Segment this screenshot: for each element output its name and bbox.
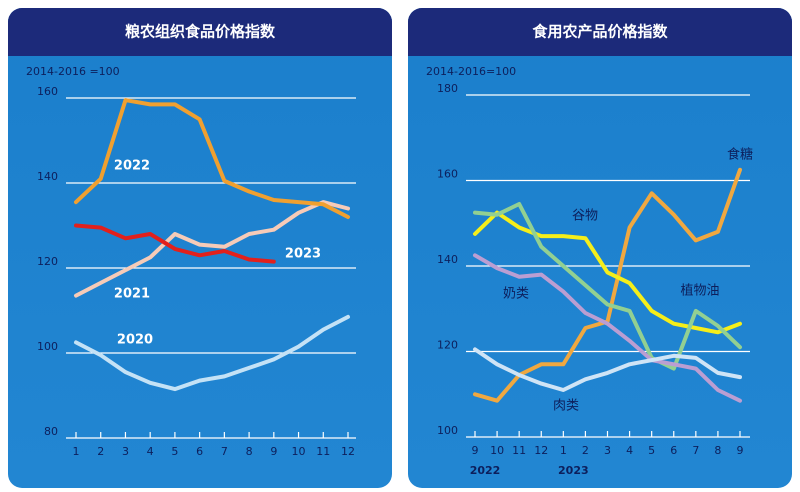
series-line xyxy=(74,200,350,298)
x-tick-label: 11 xyxy=(512,444,526,457)
chart-title: 粮农组织食品价格指数 xyxy=(125,23,276,41)
x-tick-label: 7 xyxy=(692,444,699,457)
x-tick-label: 3 xyxy=(604,444,611,457)
x-tick-label: 11 xyxy=(316,445,330,458)
x-group-label: 2022 xyxy=(470,464,501,477)
x-tick-label: 9 xyxy=(270,445,277,458)
series-line xyxy=(473,210,742,335)
y-tick-label: 100 xyxy=(437,424,458,437)
panel-header xyxy=(408,8,792,56)
series-line xyxy=(473,347,742,392)
x-tick-label: 9 xyxy=(472,444,479,457)
x-tick-label: 12 xyxy=(341,445,355,458)
note: 2014-2016=100 xyxy=(426,65,516,78)
panel-header xyxy=(8,8,392,56)
x-tick-label: 5 xyxy=(171,445,178,458)
x-tick-label: 5 xyxy=(648,444,655,457)
series-label: 2021 xyxy=(114,287,150,302)
series-label: 食糖 xyxy=(727,147,753,163)
panel-body xyxy=(8,8,392,488)
series-label: 肉类 xyxy=(553,399,579,414)
y-tick-label: 80 xyxy=(44,425,58,438)
x-group-label: 2023 xyxy=(558,464,589,477)
x-tick-label: 2 xyxy=(97,445,104,458)
series-label: 谷物 xyxy=(572,209,598,224)
y-tick-label: 160 xyxy=(437,168,458,181)
x-tick-label: 10 xyxy=(292,445,306,458)
series-label: 植物油 xyxy=(680,284,719,299)
series-line xyxy=(74,98,350,219)
chart-title: 食用农产品价格指数 xyxy=(532,23,668,41)
panel xyxy=(8,8,392,488)
y-tick-label: 180 xyxy=(437,82,458,95)
x-tick-label: 1 xyxy=(560,444,567,457)
series-label: 2020 xyxy=(117,333,153,348)
series-line xyxy=(473,202,742,371)
x-tick-label: 6 xyxy=(196,445,203,458)
x-tick-label: 9 xyxy=(737,444,744,457)
y-tick-label: 120 xyxy=(37,255,58,268)
y-tick-label: 120 xyxy=(437,339,458,352)
series-line xyxy=(74,223,276,264)
panel-body xyxy=(408,8,792,488)
x-tick-label: 4 xyxy=(626,444,633,457)
x-tick-label: 8 xyxy=(714,444,721,457)
x-tick-label: 7 xyxy=(221,445,228,458)
x-tick-label: 1 xyxy=(73,445,80,458)
series-label: 奶类 xyxy=(503,287,529,302)
x-tick-label: 6 xyxy=(670,444,677,457)
panel xyxy=(408,8,792,488)
series-label: 2022 xyxy=(114,159,150,174)
note: 2014-2016 =100 xyxy=(26,65,120,78)
x-tick-label: 8 xyxy=(246,445,253,458)
y-tick-label: 140 xyxy=(437,253,458,266)
x-tick-label: 4 xyxy=(147,445,154,458)
y-tick-label: 100 xyxy=(37,340,58,353)
x-tick-label: 3 xyxy=(122,445,129,458)
x-tick-label: 10 xyxy=(490,444,504,457)
y-tick-label: 140 xyxy=(37,170,58,183)
x-tick-label: 2 xyxy=(582,444,589,457)
series-label: 2023 xyxy=(285,247,321,262)
y-tick-label: 160 xyxy=(37,85,58,98)
series-line xyxy=(473,253,742,403)
series-line xyxy=(74,314,350,392)
x-tick-label: 12 xyxy=(534,444,548,457)
